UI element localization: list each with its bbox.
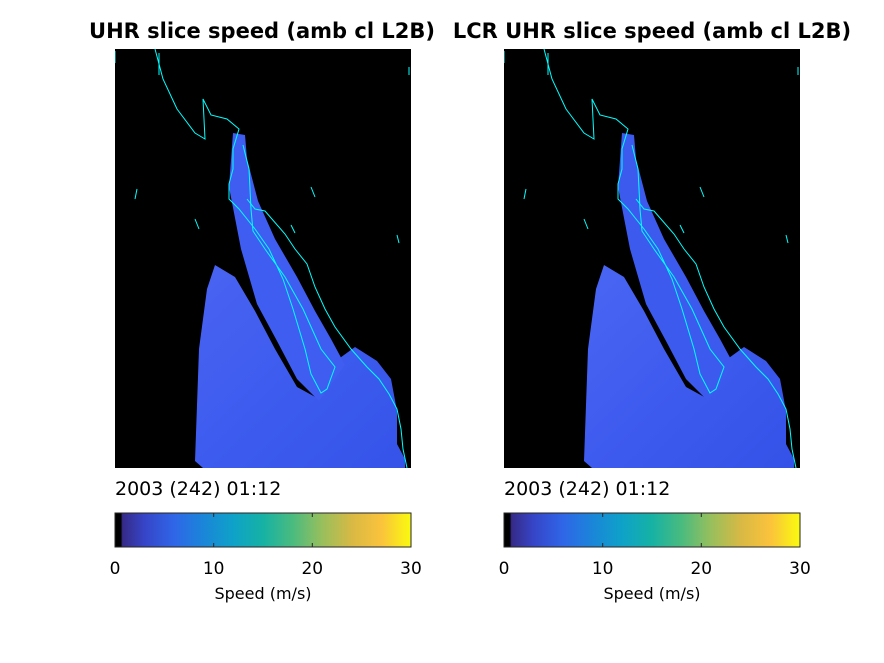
open-ocean-wind-field xyxy=(195,265,405,468)
coastline-baja xyxy=(154,49,336,394)
open-ocean-wind-field xyxy=(584,265,794,468)
panel-2-colorbar xyxy=(503,512,801,548)
panel-1-colorbar-tick-label: 10 xyxy=(202,559,225,579)
panel-1-colorbar-label: Speed (m/s) xyxy=(214,584,312,603)
coastline-features xyxy=(504,51,799,244)
panel-1-date-label: 2003 (242) 01:12 xyxy=(115,478,282,500)
gulf-wind-field xyxy=(618,133,734,401)
panel-1-colorbar-tick-label: 30 xyxy=(400,559,422,579)
coastline-mainland xyxy=(635,198,797,468)
coastline-mainland xyxy=(246,198,408,468)
panel-1-colorbar xyxy=(114,512,412,548)
panel-1-colorbar-tick-label: 20 xyxy=(301,559,324,579)
gulf-wind-field xyxy=(229,133,345,401)
panel-2-colorbar-tick-label: 10 xyxy=(591,559,614,579)
colorbar-gradient xyxy=(114,512,412,548)
panel-1-title: UHR slice speed (amb cl L2B) xyxy=(89,19,435,43)
coastline-features xyxy=(115,51,410,244)
coastline-baja xyxy=(543,49,725,394)
panel-1-colorbar-tick-label: 0 xyxy=(109,559,121,579)
colorbar-gradient xyxy=(503,512,801,548)
panel-2-colorbar-label: Speed (m/s) xyxy=(603,584,701,603)
panel-2-colorbar-tick-label: 0 xyxy=(498,559,510,579)
panel-2-speed-map xyxy=(504,49,800,468)
panel-2-date-label: 2003 (242) 01:12 xyxy=(504,478,671,500)
panel-2-colorbar-tick-label: 20 xyxy=(690,559,713,579)
panel-1-speed-map xyxy=(115,49,411,468)
panel-2-title: LCR UHR slice speed (amb cl L2B) xyxy=(452,19,852,43)
panel-2-colorbar-tick-label: 30 xyxy=(789,559,811,579)
